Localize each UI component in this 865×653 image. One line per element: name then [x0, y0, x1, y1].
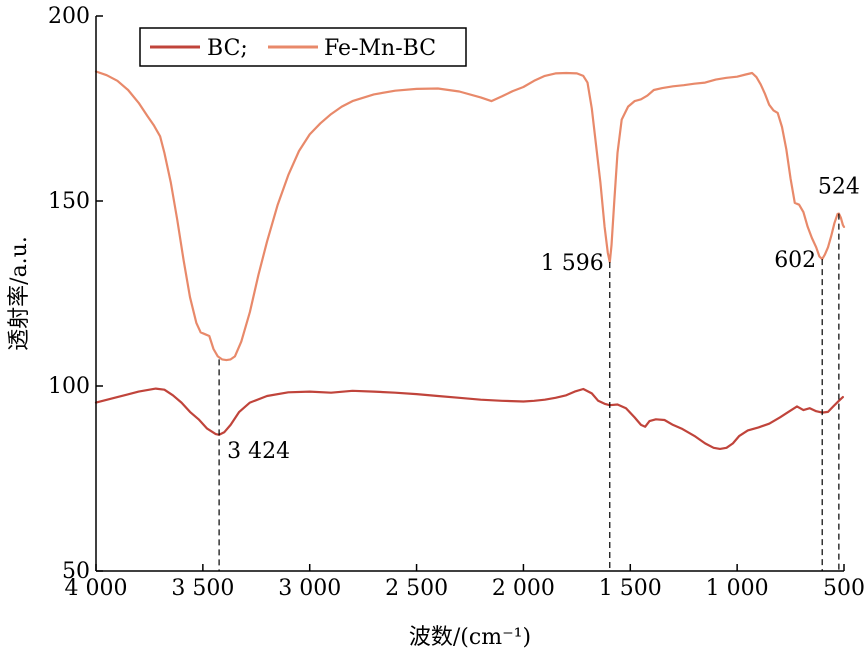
y-tick-label: 50 [62, 559, 90, 584]
x-tick-label: 2 000 [492, 576, 555, 601]
y-axis-title: 透射率/a.u. [7, 236, 32, 351]
x-tick-label: 1 000 [706, 576, 769, 601]
x-tick-label: 2 500 [385, 576, 448, 601]
axes: 4 000 3 500 3 000 2 500 2 000 1 500 1 000 500 5… [48, 4, 865, 601]
plot-area [94, 70, 846, 450]
annotation-layer: 3 424 1 596 602 524 [218, 175, 860, 571]
x-tick-label: 500 [823, 576, 865, 601]
y-ticks: 50 100 150 200 [48, 4, 103, 584]
x-tick-label: 3 500 [171, 576, 234, 601]
legend-label-fe-mn-bc: Fe-Mn-BC [324, 36, 436, 61]
x-axis-title: 波数/(cm⁻¹) [409, 625, 531, 650]
y-tick-label: 200 [48, 4, 90, 29]
x-tick-label: 4 000 [65, 576, 128, 601]
peak-label: 3 424 [227, 439, 290, 464]
legend-label-bc: BC; [207, 36, 248, 61]
y-tick-label: 150 [48, 189, 90, 214]
peak-label: 524 [818, 175, 860, 200]
y-tick-label: 100 [48, 374, 90, 399]
legend: BC; Fe-Mn-BC [139, 27, 467, 67]
series-line-bc [94, 387, 844, 450]
x-tick-label: 3 000 [278, 576, 341, 601]
peak-label: 1 596 [541, 251, 604, 276]
x-tick-label: 1 500 [599, 576, 662, 601]
peak-label: 602 [774, 248, 816, 273]
series-line-fe-mn-bc [94, 70, 846, 362]
x-ticks: 4 000 3 500 3 000 2 500 2 000 1 500 1 000 500 [65, 564, 865, 601]
